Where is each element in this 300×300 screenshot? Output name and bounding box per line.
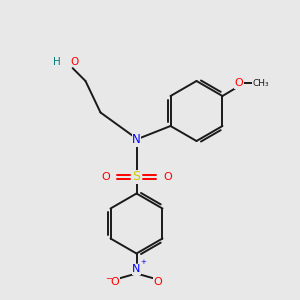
- Text: N: N: [132, 264, 141, 274]
- Text: O: O: [70, 56, 79, 67]
- Text: O: O: [235, 78, 243, 88]
- Text: +: +: [140, 260, 146, 266]
- Text: O: O: [101, 172, 110, 182]
- Text: O: O: [154, 277, 163, 287]
- Text: N: N: [132, 133, 141, 146]
- Text: CH₃: CH₃: [253, 79, 269, 88]
- Text: O: O: [163, 172, 172, 182]
- Text: S: S: [133, 170, 140, 184]
- Text: H: H: [53, 56, 61, 67]
- Text: −: −: [105, 274, 112, 283]
- Text: O: O: [110, 277, 119, 287]
